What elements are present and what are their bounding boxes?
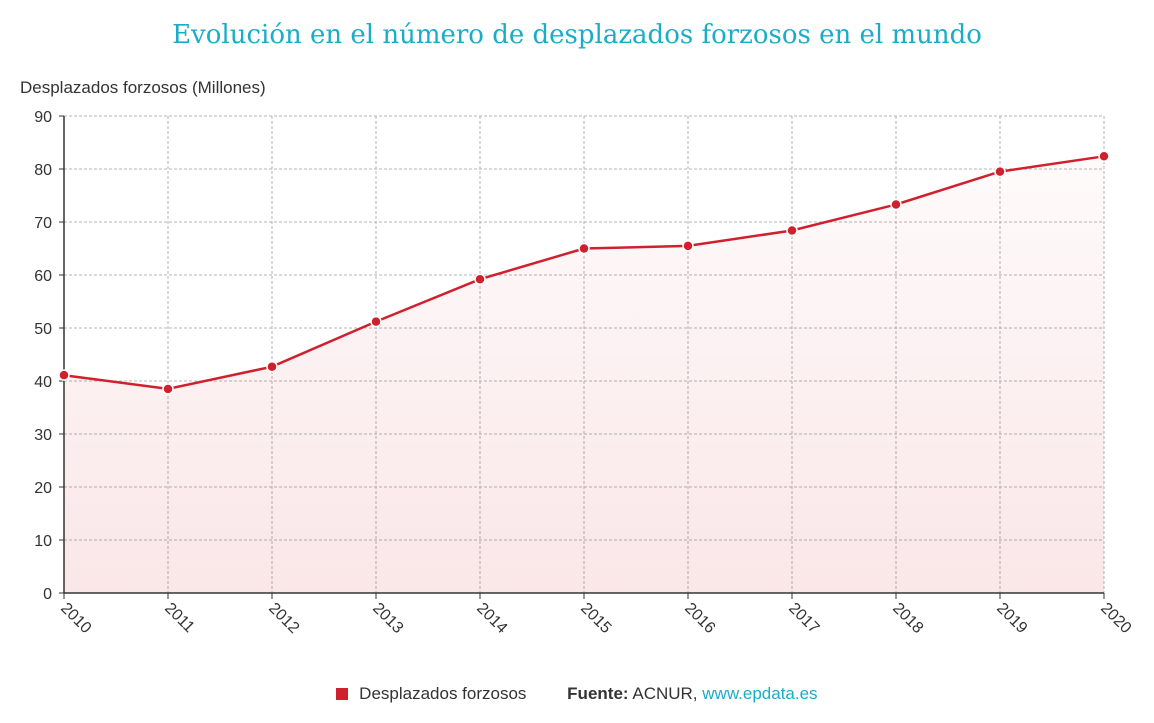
y-tick-label: 10 bbox=[34, 533, 52, 550]
x-tick-label: 2019 bbox=[993, 600, 1030, 637]
data-point-2014[interactable] bbox=[474, 273, 486, 285]
y-tick-label: 0 bbox=[43, 586, 52, 603]
x-tick-label: 2014 bbox=[473, 600, 510, 637]
x-tick-label: 2020 bbox=[1097, 600, 1134, 637]
chart-title: Evolución en el número de desplazados fo… bbox=[172, 20, 982, 50]
legend-swatch bbox=[336, 688, 349, 700]
x-tick-label: 2018 bbox=[889, 600, 926, 637]
x-tick-label: 2013 bbox=[369, 600, 406, 637]
data-point-2016[interactable] bbox=[682, 240, 694, 252]
data-point-2010[interactable] bbox=[58, 369, 70, 381]
chart-footer: Desplazados forzosos Fuente: ACNUR, www.… bbox=[0, 684, 1154, 704]
x-tick-label: 2017 bbox=[785, 600, 822, 637]
legend-label: Desplazados forzosos bbox=[359, 684, 527, 703]
x-tick-label: 2012 bbox=[265, 600, 302, 637]
data-point-2015[interactable] bbox=[578, 242, 590, 255]
data-point-2011[interactable] bbox=[162, 383, 174, 395]
data-point-2013[interactable] bbox=[370, 315, 382, 328]
y-tick-label: 90 bbox=[34, 109, 52, 126]
x-tick-labels: 2010 2011 2012 2013 2014 2015 2016 2017 2018 2019… bbox=[57, 600, 1134, 637]
legend-item[interactable]: Desplazados forzosos bbox=[336, 684, 531, 703]
x-tick-label: 2010 bbox=[57, 600, 94, 637]
y-tick-label: 20 bbox=[34, 480, 52, 497]
source-text: ACNUR, bbox=[632, 684, 698, 703]
x-tick-label: 2015 bbox=[577, 600, 614, 637]
source-label: Fuente: bbox=[567, 684, 629, 703]
data-point-2018[interactable] bbox=[890, 198, 902, 211]
y-tick-label: 40 bbox=[34, 374, 52, 391]
y-axis-label: Desplazados forzosos (Millones) bbox=[20, 78, 266, 97]
source-link[interactable]: www.epdata.es bbox=[702, 684, 818, 703]
y-tick-label: 30 bbox=[34, 427, 52, 444]
axes bbox=[59, 115, 1105, 599]
data-points bbox=[58, 150, 1110, 395]
data-point-2012[interactable] bbox=[266, 360, 278, 373]
y-tick-label: 80 bbox=[34, 162, 52, 179]
data-point-2019[interactable] bbox=[994, 165, 1006, 178]
y-tick-labels: 0 10 20 30 40 50 60 70 80 90 bbox=[34, 109, 52, 603]
series-area bbox=[64, 156, 1104, 594]
data-point-2017[interactable] bbox=[786, 224, 798, 237]
data-point-2020[interactable] bbox=[1098, 150, 1110, 163]
x-tick-label: 2016 bbox=[681, 600, 718, 637]
x-tick-label: 2011 bbox=[161, 600, 197, 636]
y-tick-label: 60 bbox=[34, 268, 52, 285]
y-tick-label: 70 bbox=[34, 215, 52, 232]
y-tick-label: 50 bbox=[34, 321, 52, 338]
